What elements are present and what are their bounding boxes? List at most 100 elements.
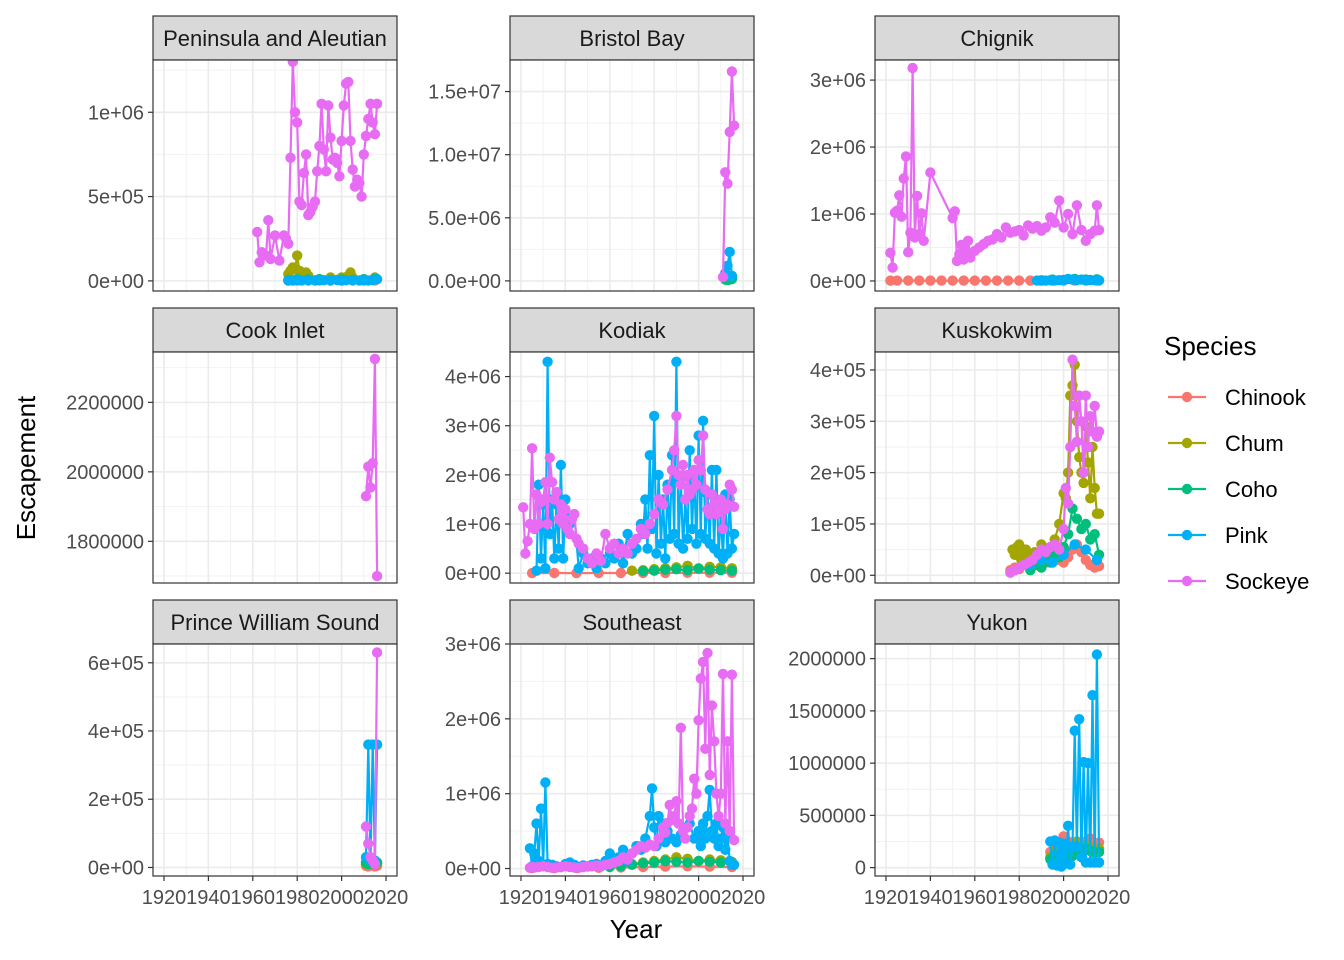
- y-tick-label: 2e+06: [810, 137, 866, 159]
- x-tick-label: 1960: [953, 887, 998, 909]
- panel-prince-william-sound: Prince William Sound 0e+00 2e+05 4e+05 6e+05…: [88, 599, 409, 909]
- series-group: [518, 356, 740, 579]
- y-tick-label: 4e+05: [810, 360, 866, 382]
- data-point: [609, 538, 620, 549]
- data-point: [715, 565, 726, 576]
- data-point: [531, 818, 542, 829]
- data-point: [722, 736, 733, 747]
- legend-key-point: [1181, 437, 1193, 449]
- data-point: [1091, 554, 1103, 566]
- data-point: [549, 553, 560, 564]
- data-point: [726, 66, 738, 77]
- data-point: [1069, 539, 1080, 550]
- data-point: [671, 837, 682, 848]
- data-point: [706, 700, 718, 711]
- data-point: [1089, 400, 1100, 412]
- data-point: [292, 117, 303, 128]
- y-tick-label: 0.0e+00: [428, 271, 501, 293]
- legend-label: Coho: [1225, 477, 1278, 502]
- data-point: [1060, 482, 1072, 494]
- series-sockeye: [885, 62, 1105, 273]
- data-point: [646, 783, 658, 794]
- facet-title: Yukon: [966, 610, 1027, 635]
- data-point: [726, 565, 738, 576]
- data-point: [1093, 426, 1105, 437]
- data-point: [918, 235, 929, 246]
- panel-kodiak: Kodiak 0e+00 1e+06 2e+06 3e+06 4e+06: [445, 307, 755, 585]
- data-point: [644, 810, 655, 822]
- data-point: [1091, 200, 1103, 211]
- data-point: [622, 548, 633, 559]
- data-point: [653, 469, 664, 481]
- data-point: [1040, 222, 1052, 233]
- data-point: [887, 262, 898, 273]
- data-point: [296, 199, 307, 211]
- y-tick-label: 0e+00: [810, 271, 866, 293]
- data-point: [626, 565, 638, 576]
- facet-strip: [874, 15, 1120, 61]
- y-tick-label: 2e+06: [445, 465, 501, 487]
- data-point: [722, 178, 733, 189]
- data-point: [1080, 518, 1092, 530]
- series-sockeye: [524, 647, 740, 873]
- data-point: [900, 151, 912, 162]
- data-point: [695, 464, 706, 476]
- data-point: [691, 788, 702, 799]
- data-point: [1062, 467, 1074, 478]
- data-point: [360, 130, 372, 142]
- data-point: [911, 190, 923, 202]
- x-tick-label: 1940: [186, 887, 231, 909]
- y-tick-label: 1e+06: [810, 204, 866, 226]
- x-tick-label: 1940: [543, 887, 588, 909]
- panel-border: [152, 351, 398, 584]
- data-point: [549, 567, 560, 579]
- series-group: [717, 66, 740, 286]
- data-point: [691, 479, 702, 490]
- y-tick-label: 4e+05: [88, 721, 144, 743]
- legend-label: Sockeye: [1225, 569, 1309, 594]
- x-axis-title: Year: [610, 914, 663, 944]
- data-point: [551, 486, 562, 498]
- series-line-sockeye: [721, 70, 736, 278]
- data-point: [573, 563, 584, 574]
- data-point: [936, 275, 947, 286]
- y-tick-label: 0e+00: [88, 271, 144, 293]
- data-point: [1089, 529, 1100, 540]
- data-point: [947, 275, 958, 286]
- data-point: [285, 152, 296, 163]
- data-point: [720, 818, 731, 829]
- y-tick-label: 1e+06: [445, 514, 501, 536]
- data-point: [660, 855, 671, 867]
- data-point: [529, 848, 540, 859]
- series-pink: [720, 246, 738, 282]
- data-point: [689, 773, 700, 784]
- facet-strip: [874, 599, 1120, 645]
- data-point: [644, 518, 655, 530]
- data-point: [336, 135, 347, 147]
- series-sockeye: [360, 353, 383, 582]
- data-point: [914, 275, 925, 286]
- data-point: [724, 246, 735, 258]
- data-point: [298, 167, 310, 179]
- data-point: [649, 410, 660, 422]
- data-point: [546, 477, 558, 488]
- data-point: [644, 450, 655, 461]
- data-point: [263, 215, 274, 226]
- data-point: [916, 208, 927, 219]
- data-point: [700, 833, 711, 844]
- panel-border: [152, 643, 398, 877]
- x-tick-label: 1960: [231, 887, 276, 909]
- series-group: [360, 647, 383, 872]
- data-point: [693, 563, 704, 574]
- data-point: [649, 822, 660, 833]
- data-point: [728, 859, 740, 870]
- data-point: [642, 543, 653, 554]
- data-point: [1076, 416, 1087, 427]
- data-point: [1058, 222, 1069, 233]
- y-tick-label: 5.0e+06: [428, 208, 501, 230]
- data-point: [700, 743, 711, 754]
- x-tick-label: 2020: [364, 887, 409, 909]
- y-tick-label: 3e+06: [445, 416, 501, 438]
- data-point: [724, 825, 735, 837]
- data-point: [649, 509, 660, 520]
